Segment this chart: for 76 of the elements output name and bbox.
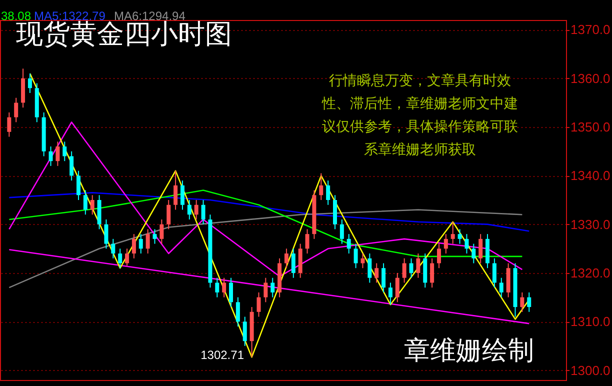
y-tick-label: 1340.0: [570, 168, 610, 184]
candlestick: [138, 234, 143, 254]
candlestick: [48, 146, 53, 166]
y-tick-label: 1300.0: [570, 362, 610, 378]
candlestick: [222, 277, 226, 298]
candlestick: [14, 97, 18, 123]
candlestick: [409, 258, 414, 278]
y-tick-label: 1320.0: [570, 265, 610, 280]
annotation: 章维姗绘制: [404, 336, 534, 366]
candlestick: [194, 200, 198, 220]
candlestick: [499, 277, 504, 298]
candlestick: [125, 248, 130, 266]
candlestick: [444, 234, 448, 254]
y-tick-label: 1330.0: [570, 216, 610, 232]
candlestick: [174, 170, 178, 210]
candlestick: [118, 248, 122, 269]
candlestick: [160, 218, 164, 244]
candlestick: [256, 292, 261, 318]
candlestick: [395, 272, 400, 303]
candlestick: [229, 277, 234, 308]
y-tick-label: 1310.0: [570, 314, 610, 330]
candlestick: [76, 170, 80, 200]
candlestick: [319, 172, 324, 200]
y-tick-label: 1370.0: [570, 22, 610, 38]
candlestick: [146, 228, 150, 254]
candlestick: [83, 190, 88, 216]
candlestick: [284, 248, 288, 269]
candlestick: [450, 221, 455, 244]
candlestick: [166, 200, 171, 230]
candlestick: [236, 296, 240, 327]
candlestick: [132, 234, 136, 259]
candlestick: [402, 258, 406, 284]
line-series: [8, 209, 523, 288]
candlestick: [291, 248, 296, 278]
candlestick: [28, 73, 32, 94]
annotation: 行情瞬息万变，文章具有时效性、滞后性，章维姗老师文中建议仅供参考，具体操作策略可联系章维姗老师获取: [321, 73, 518, 158]
candlestick: [215, 277, 220, 298]
candlestick: [187, 200, 192, 220]
candlestick: [242, 316, 247, 346]
candlestick: [464, 234, 469, 254]
candlestick: [458, 228, 462, 244]
candlestick: [368, 253, 372, 284]
line-series: [8, 192, 530, 232]
candlestick: [346, 234, 351, 254]
candlestick: [111, 238, 116, 259]
y-tick-label: 1360.0: [570, 70, 610, 86]
y-tick-label: 1350.0: [570, 120, 610, 135]
candlestick: [152, 228, 157, 244]
candlestick: [416, 253, 420, 278]
candlestick: [305, 228, 310, 254]
candlestick: [104, 218, 108, 250]
candlestick: [270, 277, 275, 298]
candlestick: [326, 180, 330, 206]
candlestick: [430, 258, 434, 288]
candlestick: [62, 141, 67, 162]
annotation: 1302.71: [200, 348, 244, 362]
candlestick: [180, 180, 184, 210]
candlestick: [478, 234, 483, 264]
candlestick: [56, 141, 60, 166]
candlestick: [340, 218, 344, 244]
candlestick: [360, 253, 365, 269]
candlestick: [354, 243, 358, 269]
candlestick: [388, 282, 392, 306]
candlestick: [472, 243, 476, 264]
candlestick: [201, 200, 206, 225]
line-series: [8, 190, 523, 258]
candlestick: [264, 277, 268, 303]
candlestick: [70, 150, 74, 182]
candlestick: [7, 112, 12, 138]
candlestick: [527, 292, 532, 312]
candlestick: [374, 262, 379, 284]
candlestick: [436, 243, 441, 269]
candlestick: [492, 258, 496, 288]
candlestick: [520, 292, 524, 312]
candlestick: [382, 262, 386, 293]
candlestick: [90, 194, 94, 216]
